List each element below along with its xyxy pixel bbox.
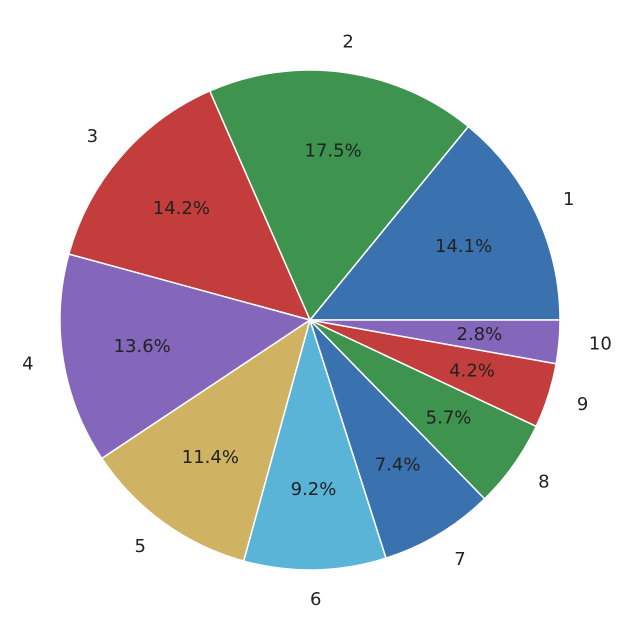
slice-outer-label: 2 [342,32,353,53]
slice-outer-label: 3 [87,126,98,147]
slice-outer-label: 4 [22,354,33,375]
slice-outer-label: 10 [589,334,612,355]
slice-outer-label: 7 [454,549,465,570]
slice-percent-label: 14.1% [435,236,492,257]
slice-outer-label: 9 [577,394,588,415]
slice-outer-label: 6 [310,589,321,610]
slice-outer-label: 8 [538,471,549,492]
slice-percent-label: 2.8% [456,324,502,345]
slice-percent-label: 17.5% [305,141,362,162]
slice-percent-label: 13.6% [114,336,171,357]
pie-chart-container: 14.1% 1 17.5% 2 14.2% 3 13.6% 4 11.4% 5 9.2% 6 7.4% 7… [0,0,640,634]
slice-percent-label: 7.4% [375,455,421,476]
slice-percent-label: 4.2% [449,360,495,381]
slice-percent-label: 14.2% [153,198,210,219]
slice-outer-label: 1 [563,189,574,210]
slice-percent-label: 5.7% [426,408,472,429]
slice-outer-label: 5 [134,536,145,557]
slice-percent-label: 9.2% [291,479,337,500]
slice-percent-label: 11.4% [182,447,239,468]
pie-chart: 14.1% 1 17.5% 2 14.2% 3 13.6% 4 11.4% 5 9.2% 6 7.4% 7… [0,0,640,634]
